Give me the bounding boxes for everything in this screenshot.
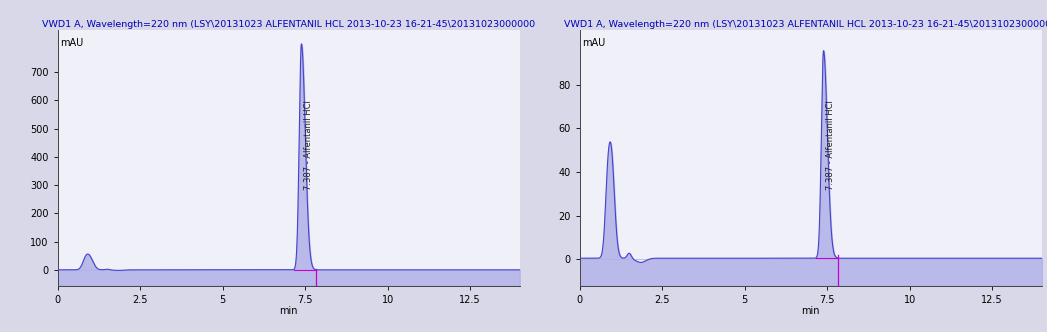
Title: VWD1 A, Wavelength=220 nm (LSY\20131023 ALFENTANIL HCL 2013-10-23 16-21-45\20131: VWD1 A, Wavelength=220 nm (LSY\20131023 … (42, 20, 535, 29)
Text: mAU: mAU (60, 38, 83, 47)
Text: mAU: mAU (582, 38, 605, 47)
Title: VWD1 A, Wavelength=220 nm (LSY\20131023 ALFENTANIL HCL 2013-10-23 16-21-45\20131: VWD1 A, Wavelength=220 nm (LSY\20131023 … (564, 20, 1047, 29)
X-axis label: min: min (802, 306, 820, 316)
Text: 7.387 - Alfentanil HCl: 7.387 - Alfentanil HCl (304, 100, 313, 190)
X-axis label: min: min (280, 306, 297, 316)
Text: 7.387 - Alfentanil HCl: 7.387 - Alfentanil HCl (826, 100, 836, 190)
